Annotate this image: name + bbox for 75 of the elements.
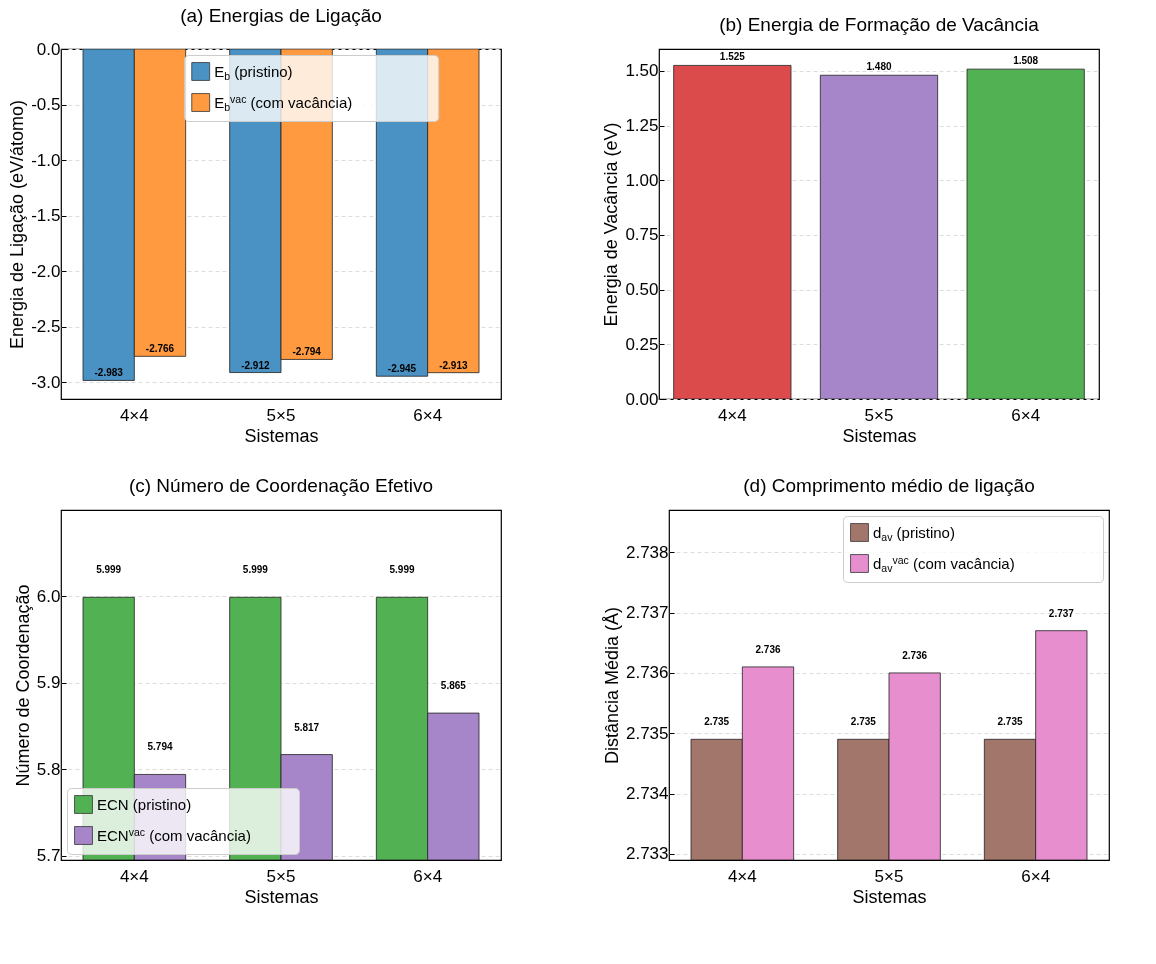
data-label: 2.736: [755, 643, 781, 655]
y-tick-label: 2.738: [625, 542, 669, 562]
y-tick-label: -3.0: [31, 372, 61, 392]
y-tick-label: 0.00: [625, 389, 659, 409]
y-axis-title: Número de Coordenação: [12, 584, 33, 787]
y-tick-label: 1.25: [625, 116, 659, 136]
legend-label: E$_{b}$ (pristino): [214, 62, 293, 82]
legend-label: d$_{av}$ (pristino): [873, 523, 955, 543]
y-tick-label: 1.50: [625, 61, 659, 81]
x-tick-label: 6×4: [413, 405, 443, 425]
y-tick-label: 1.00: [625, 170, 659, 190]
data-label: 5.865: [440, 680, 467, 692]
data-label: 1.525: [719, 51, 746, 63]
data-label: 2.737: [1048, 607, 1075, 619]
chart-title: (d) Comprimento médio de ligação: [743, 475, 1035, 496]
data-label: 2.735: [997, 716, 1023, 728]
data-label: -2.913: [439, 359, 468, 371]
y-tick-label: 0.50: [625, 280, 659, 300]
data-label: -2.945: [387, 363, 417, 375]
x-tick-label: 4×4: [727, 866, 757, 886]
x-tick-label: 5×5: [266, 405, 296, 425]
y-tick-label: -1.5: [31, 206, 61, 226]
data-label: -2.912: [241, 359, 270, 371]
data-label: -2.794: [292, 346, 322, 358]
x-tick-label: 6×4: [413, 866, 443, 886]
legend-label: ECN$^{vac}$ (com vacância): [97, 825, 251, 844]
y-tick-label: -0.5: [31, 95, 61, 115]
y-axis-title: Energia de Ligação (eV/átomo): [7, 99, 28, 350]
data-label: 5.999: [242, 564, 269, 576]
y-tick-label: 0.25: [625, 334, 659, 354]
x-tick-label: 5×5: [874, 866, 904, 886]
y-tick-label: 2.734: [625, 784, 669, 804]
chart-title: (c) Número de Coordenação Efetivo: [128, 475, 434, 496]
y-tick-label: 5.7: [36, 846, 61, 866]
y-tick-label: 5.9: [36, 673, 61, 693]
chart-title: (a) Energias de Ligação: [180, 5, 382, 26]
data-label: 5.794: [147, 741, 173, 753]
chart-title: (b) Energia de Formação de Vacância: [719, 14, 1040, 35]
legend-label: E$_{b}$$^{vac}$ (com vacância): [214, 92, 353, 113]
data-label: 1.480: [866, 61, 892, 73]
data-label: -2.766: [145, 343, 175, 355]
y-tick-label: 2.736: [625, 663, 669, 683]
y-tick-label: 0.75: [625, 225, 659, 245]
y-tick-label: 2.737: [625, 603, 669, 623]
data-label: -2.983: [94, 367, 124, 379]
y-tick-label: -2.5: [31, 317, 61, 337]
x-tick-label: 5×5: [864, 405, 894, 425]
y-tick-label: 5.8: [36, 759, 61, 779]
data-label: 2.735: [850, 716, 877, 728]
x-axis-title: Sistemas: [244, 425, 319, 446]
x-tick-label: 4×4: [119, 866, 149, 886]
data-label: 5.999: [96, 564, 122, 576]
legend-label: d$_{av}$$^{vac}$ (com vacância): [873, 553, 1015, 574]
x-tick-label: 6×4: [1021, 866, 1051, 886]
y-tick-label: 0.0: [36, 39, 61, 59]
data-label: 5.999: [389, 564, 415, 576]
y-tick-label: 2.735: [625, 723, 669, 743]
data-label: 5.817: [294, 721, 320, 733]
y-tick-label: 6.0: [36, 586, 61, 606]
y-tick-label: -1.0: [31, 150, 61, 170]
x-tick-label: 4×4: [119, 405, 149, 425]
x-axis-title: Sistemas: [244, 886, 319, 907]
data-label: 2.735: [704, 716, 730, 728]
y-axis-title: Energia de Vacância (eV): [601, 122, 622, 327]
data-label: 2.736: [902, 649, 928, 661]
x-tick-label: 5×5: [266, 866, 296, 886]
legend-label: ECN (pristino): [97, 795, 192, 813]
y-tick-label: 2.733: [625, 844, 669, 864]
x-axis-title: Sistemas: [852, 886, 927, 907]
x-axis-title: Sistemas: [842, 425, 917, 446]
y-axis-title: Distância Média (Å): [601, 606, 622, 765]
x-tick-label: 4×4: [717, 405, 747, 425]
data-label: 1.508: [1013, 55, 1039, 67]
x-tick-label: 6×4: [1011, 405, 1041, 425]
y-tick-label: -2.0: [31, 261, 61, 281]
